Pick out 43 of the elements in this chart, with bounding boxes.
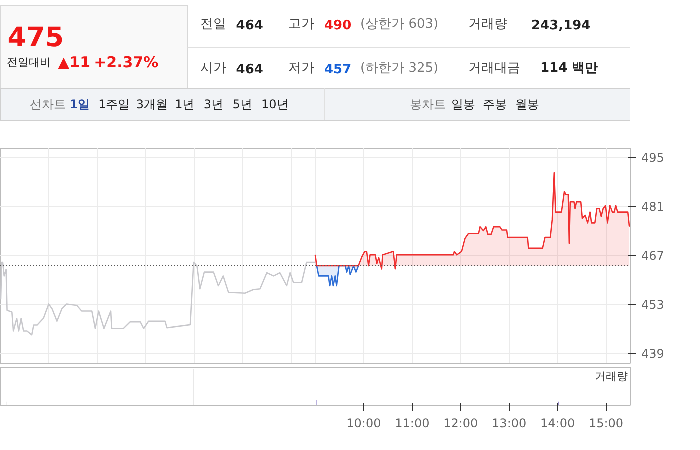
y-tick-label: 439 [642,347,664,362]
x-tick-label: 15:00 [588,416,624,430]
x-tick-label: 11:00 [395,416,430,430]
line-series [0,262,316,336]
text: 저가 [288,61,314,76]
text: 457 [324,62,352,78]
text: 10년 [262,98,289,112]
text: 시가 [200,61,226,76]
text: 5년 [232,98,252,112]
y-tick-label: 481 [642,200,664,214]
x-tick-label: 12:00 [444,416,478,430]
x-tick-label: 13:00 [492,416,527,430]
text: 464 [236,18,264,34]
text: 475 [8,22,64,54]
text: 월봉 [515,98,540,112]
text: (상한가 603) [360,17,439,32]
text: 거래량 [468,17,508,32]
text: 1주일 [98,98,130,112]
text: 243,194 [532,18,591,34]
text: 464 [236,62,264,78]
y-tick-label: 453 [642,298,664,312]
text: 주봉 [482,98,507,112]
x-tick-label: 14:00 [540,416,576,430]
text: 일봉 [451,98,476,112]
y-tick-label: 467 [642,248,664,263]
text: 1년 [175,98,195,112]
text: 114 백만 [540,61,598,76]
text: 거래대금 [468,61,520,76]
text: (하한가 325) [360,61,439,76]
text: 거래량 [595,369,628,384]
text: 전일대비 [6,56,51,69]
text: 3년 [204,98,224,112]
text: +2.37% [94,54,159,72]
text: 3개월 [136,98,168,112]
text: 1일 [70,98,90,112]
text: ▲11 [58,54,91,72]
text: 선차트 [30,98,66,112]
text: 봉차트 [410,98,446,112]
text: 490 [324,18,352,34]
x-tick-label: 10:00 [346,416,382,430]
y-tick-label: 495 [642,150,664,165]
text: 고가 [288,17,314,32]
text: 전일 [200,17,226,32]
